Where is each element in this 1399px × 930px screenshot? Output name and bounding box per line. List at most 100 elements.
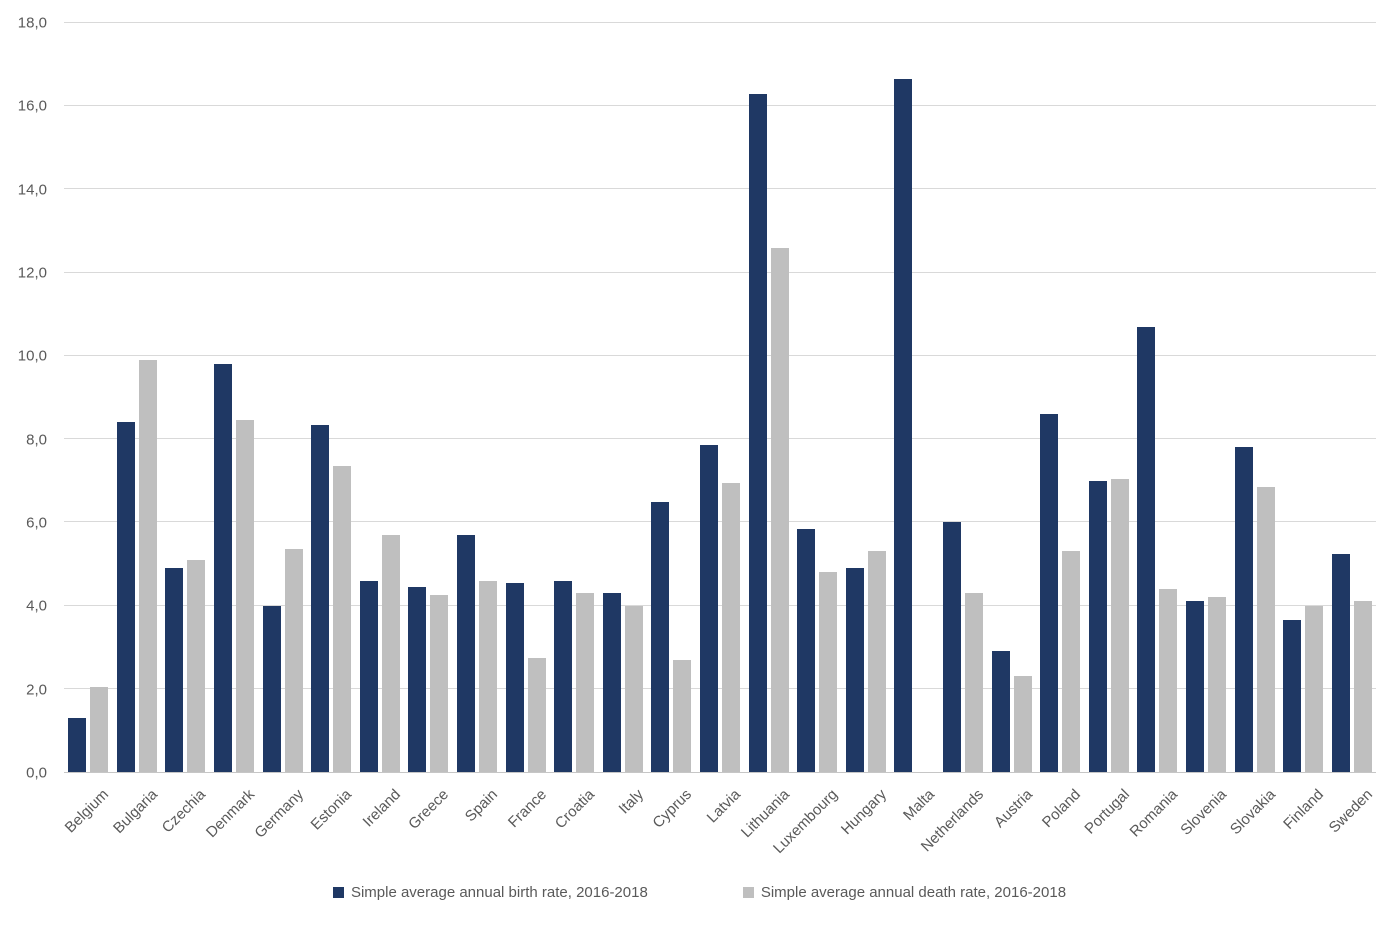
bar-death-rate-italy xyxy=(624,605,643,772)
bar-birth-rate-hungary xyxy=(845,568,864,772)
bar-group-portugal xyxy=(1084,23,1133,772)
bar-birth-rate-sweden xyxy=(1331,553,1350,772)
bar-birth-rate-slovakia xyxy=(1234,447,1253,772)
y-tick-label-6,0: 6,0 xyxy=(26,514,47,532)
x-category-label-greece: Greece xyxy=(405,786,453,833)
bar-birth-rate-croatia xyxy=(554,580,573,772)
bar-death-rate-luxembourg xyxy=(819,572,838,772)
bar-group-bulgaria xyxy=(113,23,162,772)
bar-birth-rate-austria xyxy=(991,651,1010,772)
bar-death-rate-france xyxy=(527,657,546,772)
bar-group-france xyxy=(501,23,550,772)
x-category-label-italy: Italy xyxy=(615,786,647,818)
bar-group-belgium xyxy=(64,23,113,772)
x-category-label-poland: Poland xyxy=(1039,786,1085,832)
bar-death-rate-lithuania xyxy=(770,247,789,772)
bar-death-rate-netherlands xyxy=(964,593,983,772)
x-category-label-spain: Spain xyxy=(461,786,502,826)
bar-birth-rate-lithuania xyxy=(748,93,767,772)
bar-group-netherlands xyxy=(939,23,988,772)
bar-group-austria xyxy=(987,23,1036,772)
y-tick-label-8,0: 8,0 xyxy=(26,431,47,449)
gridline-6 xyxy=(64,521,1376,523)
bar-birth-rate-finland xyxy=(1283,620,1302,772)
bar-group-czechia xyxy=(161,23,210,772)
bar-birth-rate-ireland xyxy=(359,580,378,772)
y-axis: 0,0 2,0 4,0 6,0 8,0 10,0 12,0 14,0 16,0 18,0 xyxy=(0,15,47,782)
bar-group-croatia xyxy=(550,23,599,772)
x-category-label-romania: Romania xyxy=(1126,786,1182,841)
x-category-label-slovenia: Slovenia xyxy=(1177,786,1230,839)
bar-group-ireland xyxy=(356,23,405,772)
legend-swatch-birth-rate xyxy=(332,887,344,898)
gridline-2 xyxy=(64,687,1376,689)
bar-death-rate-latvia xyxy=(722,482,741,772)
y-tick-label-2,0: 2,0 xyxy=(26,681,47,699)
bar-birth-rate-belgium xyxy=(68,717,87,772)
gridline-4 xyxy=(64,604,1376,606)
gridline-8 xyxy=(64,438,1376,440)
y-tick-label-18,0: 18,0 xyxy=(17,14,47,32)
x-category-label-austria: Austria xyxy=(990,786,1036,832)
legend-label-death-rate: Simple average annual death rate, 2016-2… xyxy=(760,884,1067,901)
bar-birth-rate-estonia xyxy=(311,424,330,772)
x-category-label-portugal: Portugal xyxy=(1081,786,1133,838)
bars-layer xyxy=(64,23,1376,772)
x-category-label-croatia: Croatia xyxy=(552,786,599,833)
bar-group-hungary xyxy=(842,23,891,772)
bar-group-romania xyxy=(1133,23,1182,772)
bar-group-denmark xyxy=(210,23,259,772)
bar-group-greece xyxy=(404,23,453,772)
y-tick-label-4,0: 4,0 xyxy=(26,597,47,615)
legend-swatch-death-rate xyxy=(742,887,754,898)
bar-birth-rate-latvia xyxy=(700,445,719,772)
bar-death-rate-romania xyxy=(1159,588,1178,772)
bar-group-lithuania xyxy=(744,23,793,772)
bar-death-rate-denmark xyxy=(236,420,255,772)
legend: Simple average annual birth rate, 2016-2… xyxy=(0,884,1399,901)
bar-group-italy xyxy=(599,23,648,772)
x-category-label-denmark: Denmark xyxy=(203,786,259,842)
bar-death-rate-ireland xyxy=(381,534,400,772)
bar-birth-rate-romania xyxy=(1137,326,1156,772)
bar-birth-rate-france xyxy=(505,582,524,772)
x-axis: Belgium Bulgaria Czechia Denmark Germany Esto… xyxy=(62,774,1376,869)
bar-birth-rate-netherlands xyxy=(942,522,961,772)
bar-death-rate-germany xyxy=(284,549,303,772)
bar-death-rate-cyprus xyxy=(673,659,692,772)
bar-group-cyprus xyxy=(647,23,696,772)
bar-death-rate-spain xyxy=(479,580,498,772)
bar-death-rate-slovenia xyxy=(1207,597,1226,772)
bar-birth-rate-cyprus xyxy=(651,501,670,772)
bar-group-finland xyxy=(1279,23,1328,772)
bar-group-sweden xyxy=(1327,23,1376,772)
bar-death-rate-austria xyxy=(1013,676,1032,772)
bar-death-rate-czechia xyxy=(187,559,206,772)
y-tick-label-0,0: 0,0 xyxy=(26,764,47,782)
bar-death-rate-bulgaria xyxy=(138,360,157,772)
bar-death-rate-sweden xyxy=(1353,601,1372,772)
bar-birth-rate-slovenia xyxy=(1185,601,1204,772)
x-category-label-bulgaria: Bulgaria xyxy=(109,786,161,837)
x-category-label-hungary: Hungary xyxy=(837,786,890,839)
bar-death-rate-estonia xyxy=(333,466,352,772)
bar-death-rate-poland xyxy=(1062,551,1081,772)
y-tick-label-14,0: 14,0 xyxy=(17,181,47,199)
bar-birth-rate-czechia xyxy=(165,568,184,772)
bar-birth-rate-denmark xyxy=(214,364,233,772)
bar-death-rate-slovakia xyxy=(1256,486,1275,772)
bar-birth-rate-portugal xyxy=(1088,480,1107,772)
legend-item-death-rate: Simple average annual death rate, 2016-2… xyxy=(742,884,1067,901)
y-tick-label-12,0: 12,0 xyxy=(17,264,47,282)
bar-birth-rate-bulgaria xyxy=(116,422,135,772)
x-category-label-malta: Malta xyxy=(900,786,939,824)
bar-death-rate-finland xyxy=(1305,605,1324,772)
y-tick-label-16,0: 16,0 xyxy=(17,97,47,115)
bar-death-rate-greece xyxy=(430,595,449,772)
bar-birth-rate-luxembourg xyxy=(797,528,816,772)
x-category-label-sweden: Sweden xyxy=(1325,786,1376,837)
bar-group-estonia xyxy=(307,23,356,772)
gridline-10 xyxy=(64,354,1376,356)
bar-group-poland xyxy=(1036,23,1085,772)
